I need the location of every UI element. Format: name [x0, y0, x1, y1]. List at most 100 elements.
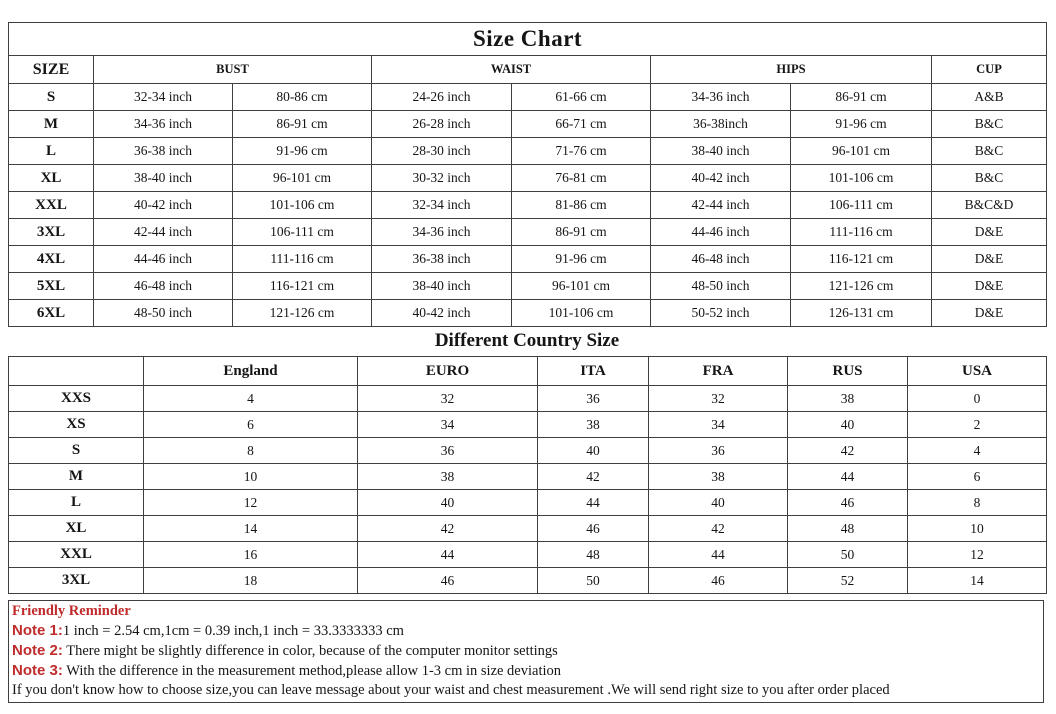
note-1-text: 1 inch = 2.54 cm,1cm = 0.39 inch,1 inch …: [62, 623, 404, 639]
row-label-cell: XL: [8, 515, 144, 542]
value-cell: 34: [357, 411, 538, 438]
row-label-cell: 6XL: [8, 299, 94, 327]
country-row: L 12 40 44 40 46 8: [8, 489, 1047, 516]
row-label-cell: XXL: [8, 541, 144, 568]
row-label-cell: XS: [8, 411, 144, 438]
value-cell: 44-46 inch: [650, 218, 791, 246]
value-cell: 6: [143, 411, 358, 438]
value-cell: 96-101 cm: [232, 164, 372, 192]
col-header-fra: FRA: [648, 356, 788, 386]
country-row: M 10 38 42 38 44 6: [8, 463, 1047, 490]
col-header-size: SIZE: [8, 55, 94, 84]
value-cell: 34: [648, 411, 788, 438]
value-cell: 38: [357, 463, 538, 490]
value-cell: D&E: [931, 299, 1047, 327]
size-chart-page: Size Chart SIZE BUST WAIST HIPS CUP S 32-…: [8, 0, 1048, 703]
value-cell: 80-86 cm: [232, 83, 372, 111]
note-2-label: Note 2:: [12, 642, 63, 659]
size-row: 6XL 48-50 inch 121-126 cm 40-42 inch 101-106…: [8, 299, 1047, 327]
row-label-cell: 4XL: [8, 245, 94, 273]
value-cell: 50-52 inch: [650, 299, 791, 327]
col-header-bust: BUST: [93, 55, 372, 84]
value-cell: 121-126 cm: [232, 299, 372, 327]
size-chart-body: S 32-34 inch 80-86 cm 24-26 inch 61-66 cm 34-…: [8, 83, 1047, 327]
value-cell: 38-40 inch: [93, 164, 233, 192]
value-cell: 111-116 cm: [232, 245, 372, 273]
country-row: XXS 4 32 36 32 38 0: [8, 385, 1047, 412]
value-cell: 42: [648, 515, 788, 542]
note-3-label: Note 3:: [12, 662, 63, 679]
col-header-ita: ITA: [537, 356, 649, 386]
note-line-3: Note 3: With the difference in the measu…: [12, 661, 1039, 681]
value-cell: 36-38inch: [650, 110, 791, 138]
value-cell: 46: [787, 489, 908, 516]
value-cell: 42: [357, 515, 538, 542]
value-cell: 38: [787, 385, 908, 412]
value-cell: 38-40 inch: [371, 272, 512, 300]
page-title: Size Chart: [8, 22, 1047, 56]
country-row: XS 6 34 38 34 40 2: [8, 411, 1047, 438]
col-header-blank: [8, 356, 144, 386]
country-size-table: England EURO ITA FRA RUS USA XXS 4 32 36 32 3…: [8, 356, 1047, 594]
note-3-text: With the difference in the measurement m…: [66, 663, 562, 679]
value-cell: 8: [143, 437, 358, 464]
value-cell: 101-106 cm: [511, 299, 651, 327]
value-cell: 32-34 inch: [371, 191, 512, 219]
row-label-cell: M: [8, 110, 94, 138]
value-cell: 48: [787, 515, 908, 542]
col-header-cup: CUP: [931, 55, 1047, 84]
value-cell: B&C: [931, 137, 1047, 165]
value-cell: 40: [537, 437, 649, 464]
value-cell: 48-50 inch: [650, 272, 791, 300]
size-row: 5XL 46-48 inch 116-121 cm 38-40 inch 96-101 …: [8, 272, 1047, 300]
row-label-cell: L: [8, 137, 94, 165]
value-cell: 38: [537, 411, 649, 438]
value-cell: 46-48 inch: [93, 272, 233, 300]
value-cell: 6: [907, 463, 1047, 490]
value-cell: D&E: [931, 245, 1047, 273]
value-cell: 44: [537, 489, 649, 516]
col-header-euro: EURO: [357, 356, 538, 386]
country-row: XL 14 42 46 42 48 10: [8, 515, 1047, 542]
value-cell: 46: [537, 515, 649, 542]
value-cell: 81-86 cm: [511, 191, 651, 219]
value-cell: 111-116 cm: [790, 218, 932, 246]
row-label-cell: XL: [8, 164, 94, 192]
value-cell: 12: [907, 541, 1047, 568]
size-row: S 32-34 inch 80-86 cm 24-26 inch 61-66 cm 34-…: [8, 83, 1047, 111]
value-cell: 16: [143, 541, 358, 568]
value-cell: 44: [357, 541, 538, 568]
row-label-cell: 3XL: [8, 218, 94, 246]
value-cell: 10: [907, 515, 1047, 542]
row-label-cell: S: [8, 83, 94, 111]
country-row: 3XL 18 46 50 46 52 14: [8, 567, 1047, 594]
country-row: S 8 36 40 36 42 4: [8, 437, 1047, 464]
value-cell: B&C: [931, 164, 1047, 192]
value-cell: 24-26 inch: [371, 83, 512, 111]
value-cell: 42-44 inch: [650, 191, 791, 219]
value-cell: 91-96 cm: [232, 137, 372, 165]
row-label-cell: XXL: [8, 191, 94, 219]
value-cell: 44: [648, 541, 788, 568]
country-row: XXL 16 44 48 44 50 12: [8, 541, 1047, 568]
size-row: 4XL 44-46 inch 111-116 cm 36-38 inch 91-96 c…: [8, 245, 1047, 273]
value-cell: 42: [787, 437, 908, 464]
value-cell: 14: [143, 515, 358, 542]
value-cell: 40: [787, 411, 908, 438]
value-cell: 36-38 inch: [93, 137, 233, 165]
value-cell: 28-30 inch: [371, 137, 512, 165]
value-cell: 34-36 inch: [93, 110, 233, 138]
col-header-usa: USA: [907, 356, 1047, 386]
value-cell: 26-28 inch: [371, 110, 512, 138]
value-cell: 50: [537, 567, 649, 594]
value-cell: 40: [648, 489, 788, 516]
value-cell: 10: [143, 463, 358, 490]
row-label-cell: 3XL: [8, 567, 144, 594]
country-size-body: XXS 4 32 36 32 38 0 XS 6 34 38 34 40 2 S 8 36 40 36 42 4 M 10 3…: [8, 385, 1047, 594]
notes-footer: If you don't know how to choose size,you…: [12, 682, 890, 698]
value-cell: 38-40 inch: [650, 137, 791, 165]
value-cell: 91-96 cm: [511, 245, 651, 273]
value-cell: 2: [907, 411, 1047, 438]
country-header-row: England EURO ITA FRA RUS USA: [8, 356, 1047, 386]
value-cell: 44-46 inch: [93, 245, 233, 273]
